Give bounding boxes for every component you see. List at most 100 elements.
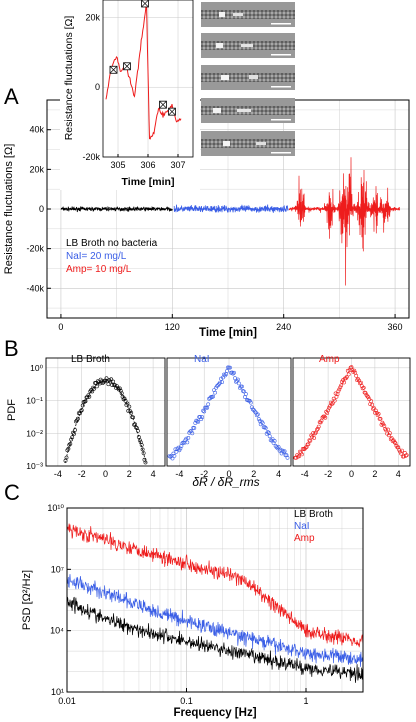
pdf-point (76, 416, 80, 421)
x-tick-label: -4 (301, 469, 309, 479)
chart-a-legend-nai: NaI= 20 mg/L (66, 251, 127, 262)
pdf-point (141, 451, 146, 456)
y-tick-label: -40k (26, 283, 44, 293)
y-tick-label: -20k (26, 244, 44, 254)
pdf-point (233, 379, 238, 384)
pdf-point (369, 399, 374, 404)
pdf-point (115, 384, 119, 389)
y-tick-label: 0 (95, 82, 100, 92)
pdf-point (276, 445, 281, 449)
pdf-point (390, 439, 395, 444)
pdf-point (272, 438, 277, 443)
pdf-point (310, 435, 315, 439)
pdf-point (358, 380, 363, 385)
pdf-point (219, 376, 224, 381)
pdf-point (260, 421, 265, 426)
chart-b-subplot-3: -4 -2 0 2 4 (292, 357, 411, 479)
chart-a-ylabel: Resistance fluctuations [Ω] (3, 144, 15, 275)
x-tick-label: 4 (396, 469, 401, 479)
inset-marker-cross (123, 63, 131, 70)
pdf-point (117, 386, 122, 391)
inset-ylabel: Resistance fluctuations [Ω] (63, 16, 75, 141)
pdf-point (220, 380, 225, 385)
pdf-point (393, 441, 398, 446)
pdf-point (90, 389, 95, 394)
chart-b-legend-amp: Amp (319, 354, 340, 365)
inset-marker-cross (110, 66, 117, 74)
x-tick-label: 0.1 (180, 696, 193, 706)
microscopy-frame-4 (201, 98, 295, 123)
chart-c-series-lb-broth (67, 596, 363, 683)
pdf-point (306, 442, 311, 447)
pdf-point (129, 410, 134, 415)
x-tick-label: 0.01 (58, 696, 76, 706)
pdf-point (304, 445, 309, 449)
pdf-point (118, 388, 123, 393)
x-tick-label: 4 (151, 469, 156, 479)
inset-marker-cross (168, 108, 176, 115)
pdf-point (186, 435, 191, 440)
chart-c: 0.01 0.1 1 10¹ 10⁴ 10⁷ 10¹⁰ PSD [Ω²/Hz] Freque… (21, 503, 364, 719)
pdf-point (109, 377, 114, 382)
chart-c-series-nai (67, 574, 363, 667)
pdf-point (231, 371, 235, 376)
pdf-point (222, 372, 226, 377)
x-tick-label: 360 (388, 322, 403, 332)
pdf-point (170, 456, 175, 461)
microscopy-frame-5 (201, 131, 295, 156)
chart-b: -4 -2 0 2 4 10⁻³ 10⁻² 10⁻¹ 10⁰ -4 -2 0 2 4 -4 -2 0 2 4 PDF… (6, 354, 411, 489)
pdf-point (344, 375, 349, 379)
pdf-point (137, 438, 142, 443)
chart-a-ticks: 0 120 240 360 -40k -20k 0 20k 40k (26, 125, 402, 332)
pdf-point (404, 453, 409, 458)
pdf-point (316, 424, 321, 429)
pdf-point (185, 440, 190, 445)
pdf-point (95, 384, 99, 389)
pdf-point (71, 430, 76, 435)
pdf-point (173, 447, 178, 452)
panel-label-a: A (4, 84, 19, 109)
chart-c-frame (66, 507, 364, 693)
panel-label-c: C (4, 480, 20, 505)
pdf-point (70, 435, 75, 440)
chart-b-legend-lb: LB Broth (71, 354, 110, 365)
pdf-point (371, 406, 375, 411)
pdf-point (365, 394, 370, 399)
chart-b-xlabel: δR / δR_rms (192, 475, 259, 489)
y-tick-label: 10⁻¹ (26, 396, 43, 406)
pdf-point (372, 410, 377, 415)
pdf-point (331, 396, 336, 401)
pdf-point (196, 419, 201, 424)
y-tick-label: 10⁰ (30, 363, 43, 373)
pdf-point (308, 438, 313, 443)
pdf-point (378, 416, 383, 421)
pdf-point (297, 454, 302, 459)
pdf-point (212, 388, 217, 393)
pdf-point (263, 426, 268, 430)
pdf-point (72, 431, 77, 436)
pdf-point (77, 411, 82, 416)
chart-c-legend-nai: NaI (294, 521, 310, 532)
gaussian-fit (64, 380, 147, 464)
pdf-point (384, 428, 389, 433)
pdf-point (257, 419, 262, 423)
pdf-point (339, 383, 344, 388)
pdf-point (374, 411, 379, 415)
pdf-point (131, 415, 136, 420)
pdf-point (376, 411, 381, 416)
pdf-point (78, 409, 83, 414)
x-tick-label: 306 (140, 160, 155, 170)
chart-a-inset: 305 306 307 -20k 0 20k Resistance fluctuation… (60, 0, 200, 190)
x-tick-label: 4 (276, 469, 281, 479)
pdf-point (329, 402, 334, 407)
pdf-point (195, 419, 200, 424)
x-tick-label: 0 (103, 469, 108, 479)
pdf-point (366, 395, 371, 400)
pdf-point (135, 428, 140, 433)
pdf-point (403, 453, 408, 458)
pdf-point (262, 425, 267, 430)
x-tick-label: 0 (58, 322, 63, 332)
chart-c-legend-amp: Amp (294, 533, 315, 544)
pdf-point (337, 387, 342, 392)
x-tick-label: -4 (54, 469, 62, 479)
